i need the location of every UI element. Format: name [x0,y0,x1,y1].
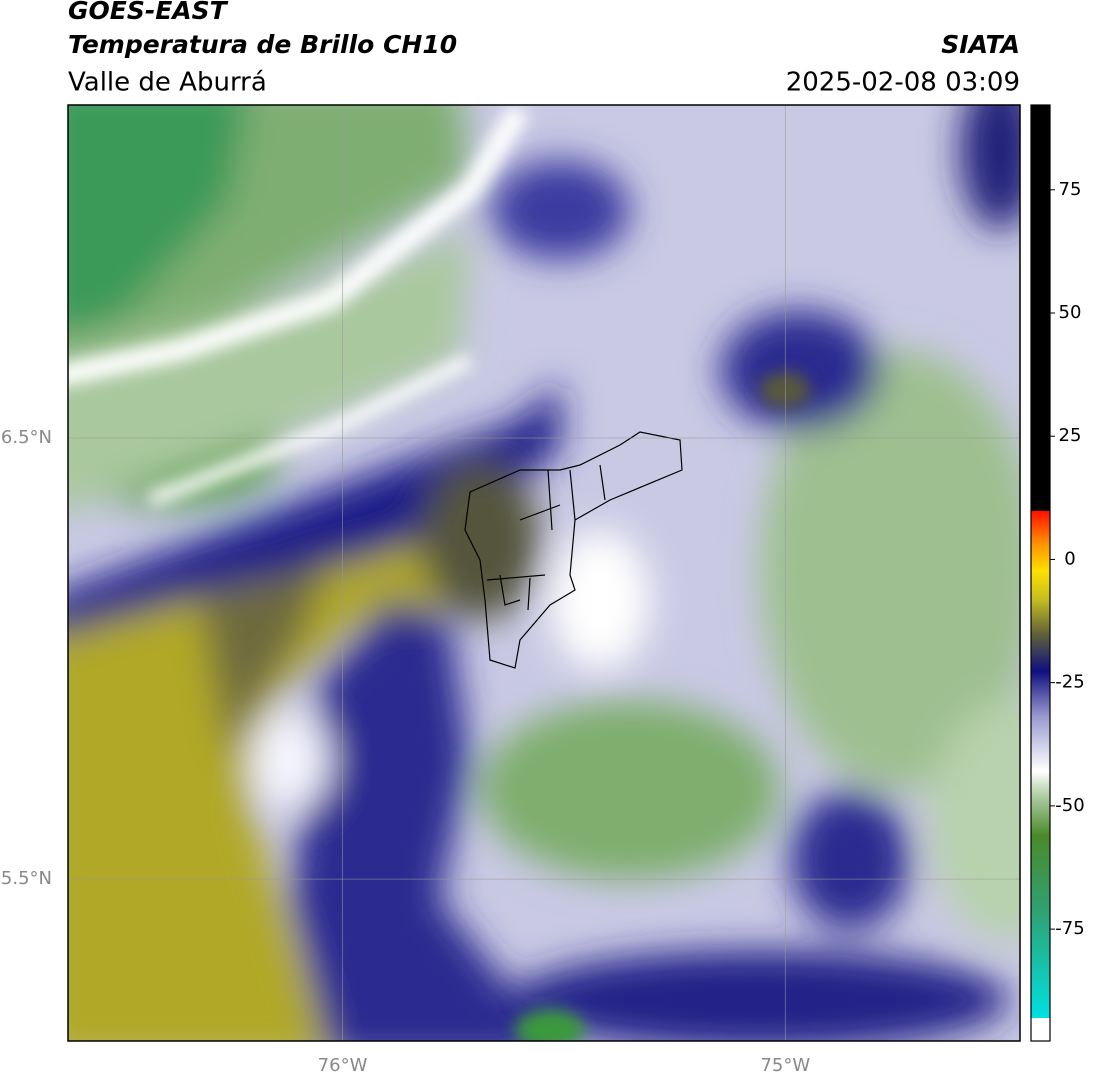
map-frame [67,104,1021,1042]
x-tick-label: 75°W [760,1055,810,1076]
region: Valle de Aburrá [68,68,267,98]
satellite-image [68,105,1020,1041]
title: GOES-EAST [68,0,229,25]
source: SIATA [941,30,1020,59]
colorbar-extension [1031,1018,1050,1041]
colorbar-tick-label: -75 [1055,918,1084,939]
x-tick-label: 76°W [318,1055,368,1076]
colorbar-tick-label: -25 [1055,672,1084,693]
colorbar [1031,105,1050,1018]
subtitle: Temperatura de Brillo CH10 [68,30,457,59]
datetime: 2025-02-08 03:09 [786,68,1020,98]
colorbar-frame [1030,104,1051,1042]
y-tick-label: 6.5°N [1,427,52,448]
colorbar-tick-label: 75 [1059,179,1082,200]
colorbar-tick-label: -50 [1055,795,1084,816]
colorbar-tick-label: 25 [1059,425,1082,446]
municipal-boundaries [464,431,683,669]
colorbar-tick-label: 0 [1064,548,1075,569]
colorbar-tick-label: 50 [1059,302,1082,323]
y-tick-label: 5.5°N [1,868,52,889]
